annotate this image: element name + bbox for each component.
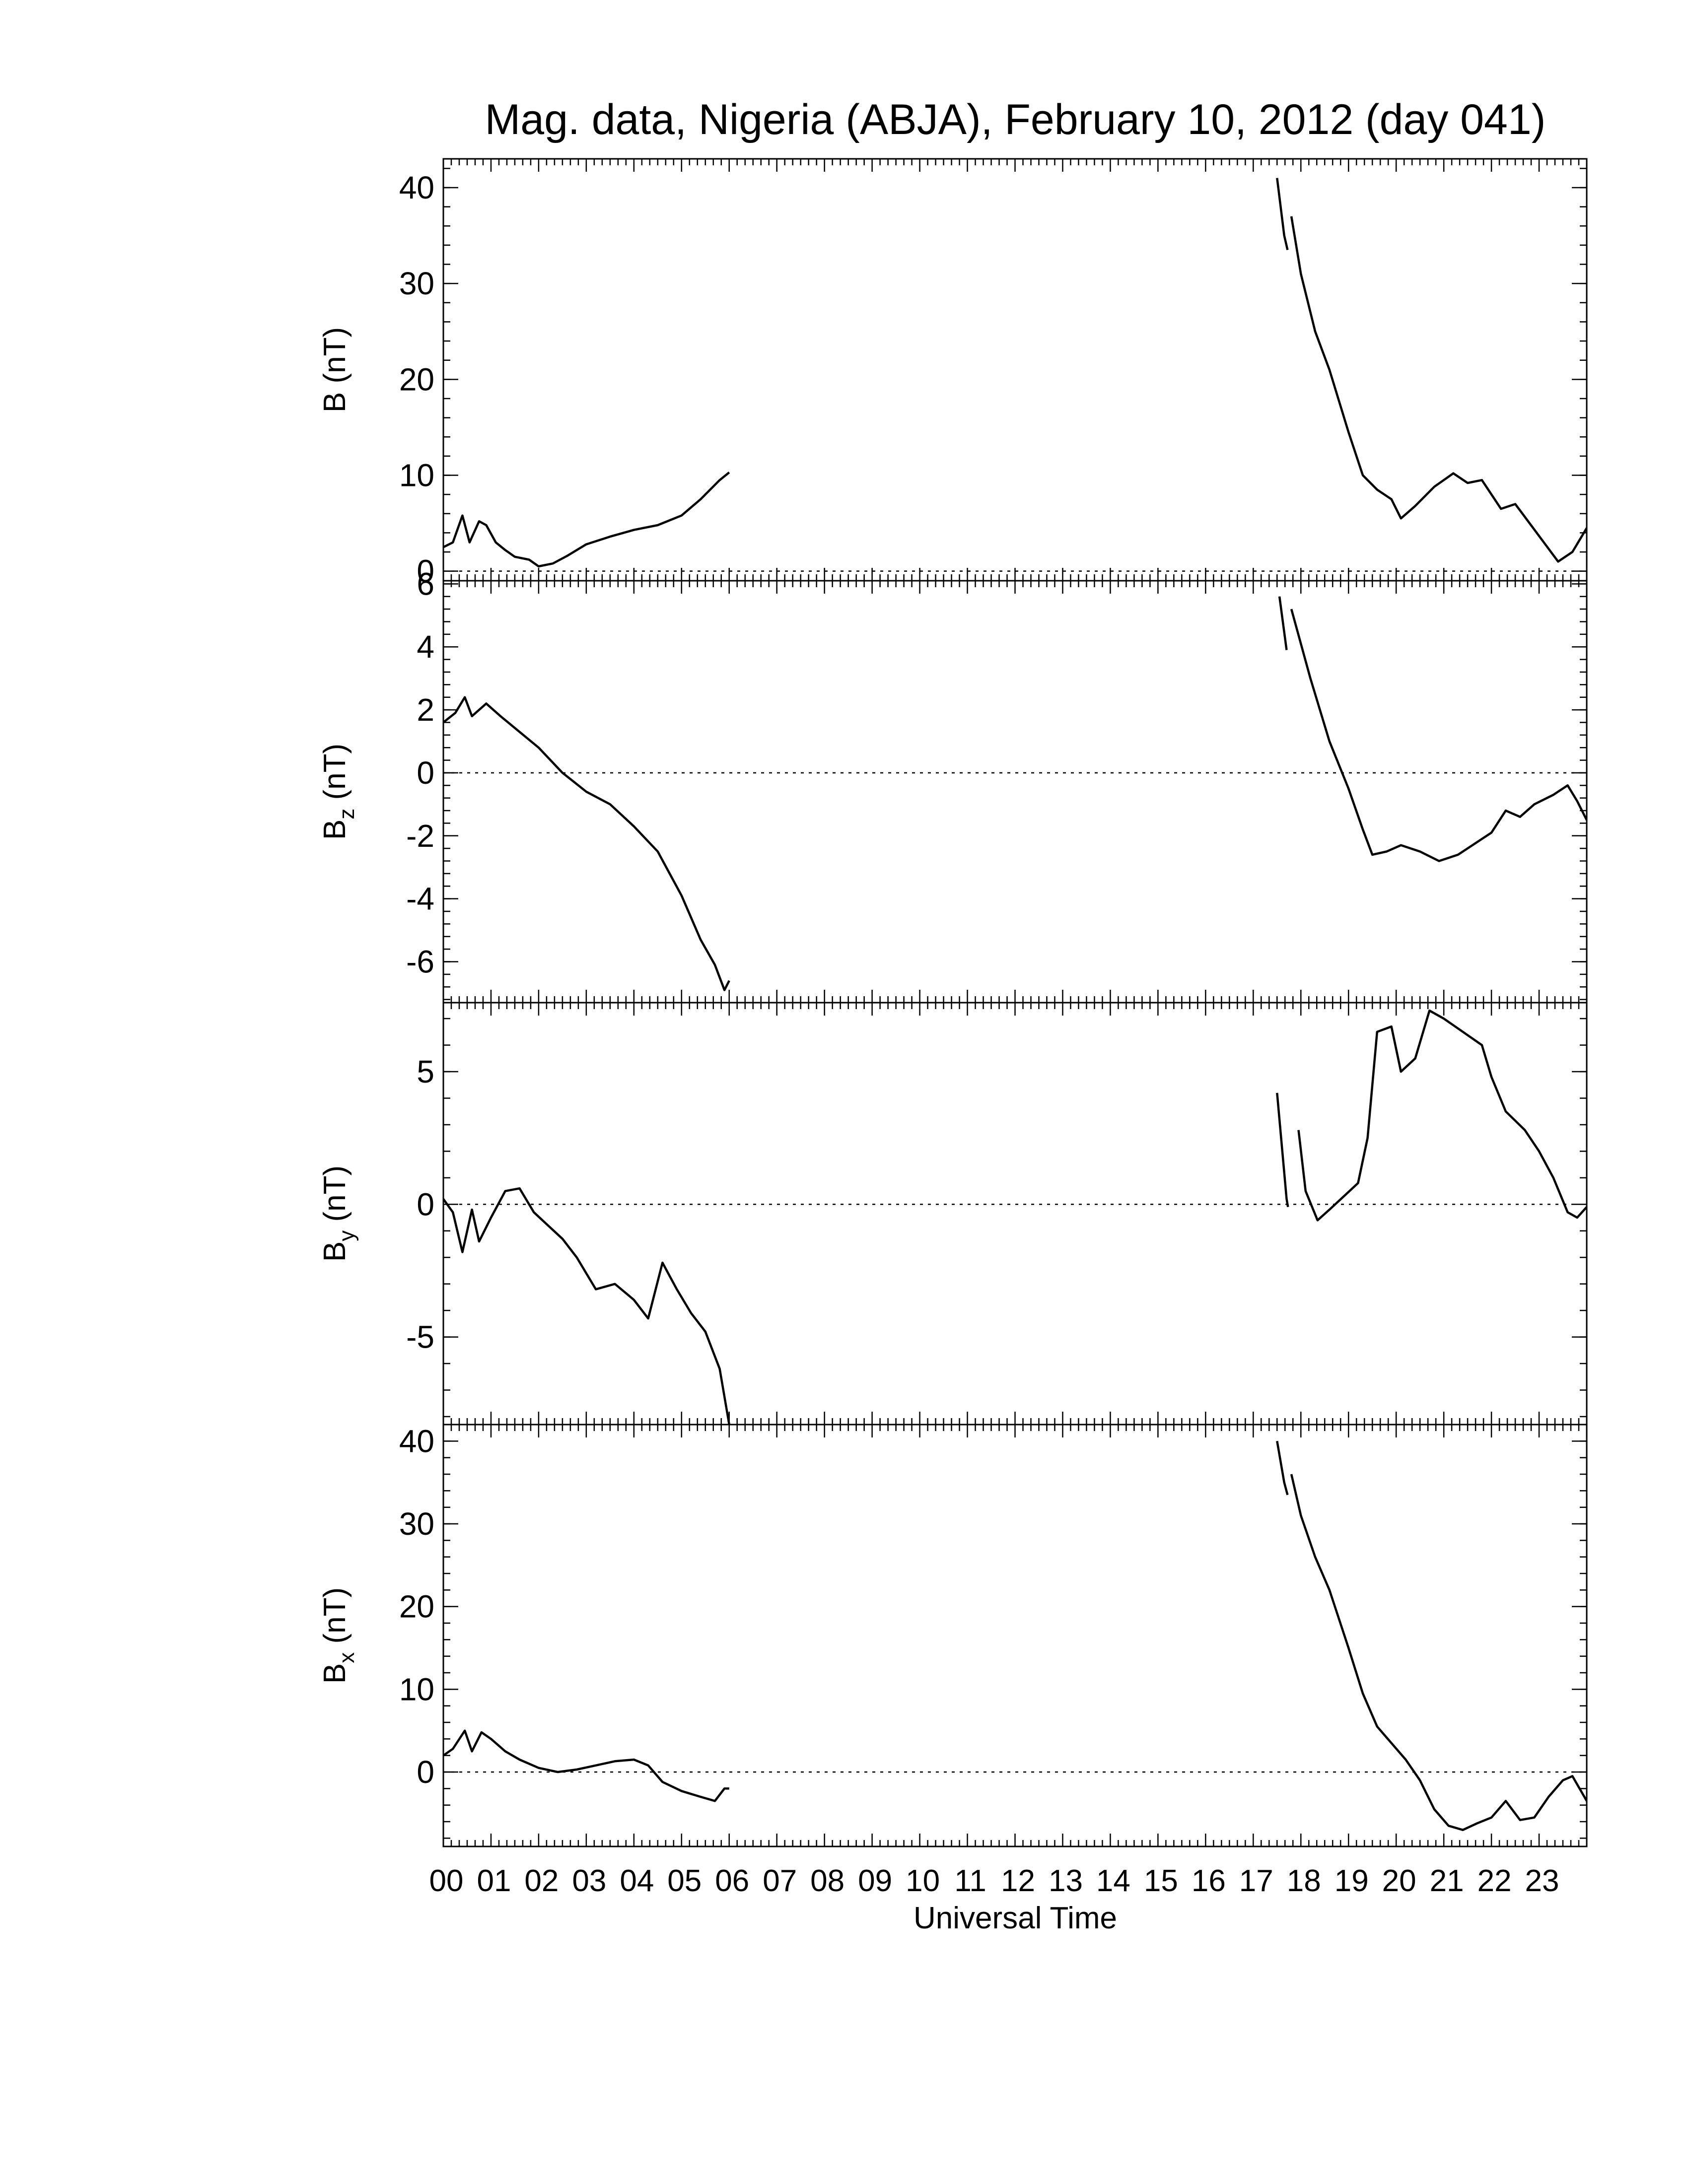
y-tick-label: 0 (417, 1186, 434, 1222)
y-tick-label: 20 (399, 1589, 434, 1625)
x-tick-label: 20 (1382, 1864, 1416, 1898)
x-tick-label: 02 (524, 1864, 559, 1898)
x-tick-label: 10 (906, 1864, 940, 1898)
y-tick-label: -4 (406, 881, 434, 917)
x-tick-label: 06 (715, 1864, 749, 1898)
y-tick-label: 2 (417, 692, 434, 728)
x-tick-label: 05 (667, 1864, 702, 1898)
y-tick-label: 4 (417, 629, 434, 665)
x-tick-labels: 00 01 02 03 04 05 06 07 08 09 10 11 12 13 14 15 16 17 18 19… (429, 1864, 1559, 1898)
panel-frame (442, 1424, 1588, 1847)
x-tick-label: 04 (620, 1864, 654, 1898)
x-tick-label: 21 (1430, 1864, 1464, 1898)
y-tick-label: 30 (399, 1506, 434, 1542)
x-tick-label: 01 (477, 1864, 511, 1898)
y-tick-label: 40 (399, 170, 434, 205)
y-axis-label: Bz (nT) (318, 744, 359, 840)
panel-frame (442, 158, 1588, 582)
chart-title: Mag. data, Nigeria (ABJA), February 10, … (485, 96, 1546, 143)
series-line (1290, 216, 1587, 563)
x-tick-label: 11 (954, 1864, 986, 1898)
y-tick-label: -6 (406, 944, 434, 980)
x-tick-label: 18 (1287, 1864, 1321, 1898)
x-tick-label: 07 (763, 1864, 797, 1898)
y-axis-label: B (nT) (318, 327, 352, 412)
x-tick-label: 13 (1049, 1864, 1083, 1898)
series-line (443, 1187, 731, 1425)
x-tick-label: 19 (1335, 1864, 1369, 1898)
y-tick-label: -5 (406, 1319, 434, 1355)
series-line (443, 471, 730, 568)
panels: 0 10 20 30 40 B (nT) -6 -4 -2 0 2 4 6 Bz (nT) -5 0 5 By (… (318, 158, 1588, 1847)
series-line (1276, 178, 1289, 251)
y-axis-label: By (nT) (318, 1165, 359, 1262)
x-tick-label: 16 (1192, 1864, 1226, 1898)
y-tick-label: 5 (417, 1054, 434, 1090)
x-tick-label: 14 (1096, 1864, 1130, 1898)
series-line (1276, 1440, 1289, 1496)
series-line (443, 696, 730, 991)
y-tick-label: 6 (417, 566, 434, 602)
series-line (1297, 1009, 1587, 1222)
y-tick-label: 0 (417, 1754, 434, 1790)
y-tick-label: -2 (406, 818, 434, 854)
y-tick-label: 0 (417, 755, 434, 791)
x-tick-label: 23 (1525, 1864, 1559, 1898)
x-axis-label: Universal Time (914, 1901, 1117, 1935)
y-tick-label: 10 (399, 458, 434, 493)
panel-1: -6 -4 -2 0 2 4 6 Bz (nT) (318, 566, 1588, 1004)
y-tick-label: 30 (399, 266, 434, 301)
series-line (1290, 609, 1587, 862)
x-tick-label: 09 (858, 1864, 892, 1898)
series-line (1276, 1092, 1289, 1207)
x-tick-label: 12 (1001, 1864, 1035, 1898)
x-tick-label: 22 (1477, 1864, 1512, 1898)
x-tick-label: 03 (572, 1864, 606, 1898)
x-tick-label: 15 (1144, 1864, 1178, 1898)
y-tick-label: 10 (399, 1671, 434, 1707)
panel-2: -5 0 5 By (nT) (318, 1002, 1588, 1426)
panel-frame (442, 1002, 1588, 1426)
y-tick-label: 0 (417, 553, 434, 589)
series-line (443, 1729, 729, 1802)
y-tick-label: 20 (399, 361, 434, 397)
panel-3: 0 10 20 30 40 Bx (nT) (318, 1423, 1588, 1847)
x-tick-label: 08 (810, 1864, 844, 1898)
x-tick-label: 00 (429, 1864, 464, 1898)
y-axis-label: Bx (nT) (318, 1587, 359, 1684)
x-tick-label: 17 (1239, 1864, 1273, 1898)
series-line (1290, 1474, 1587, 1831)
series-line (1278, 596, 1288, 650)
panel-frame (442, 580, 1588, 1004)
panel-0: 0 10 20 30 40 B (nT) (318, 158, 1588, 589)
y-tick-label: 40 (399, 1423, 434, 1459)
